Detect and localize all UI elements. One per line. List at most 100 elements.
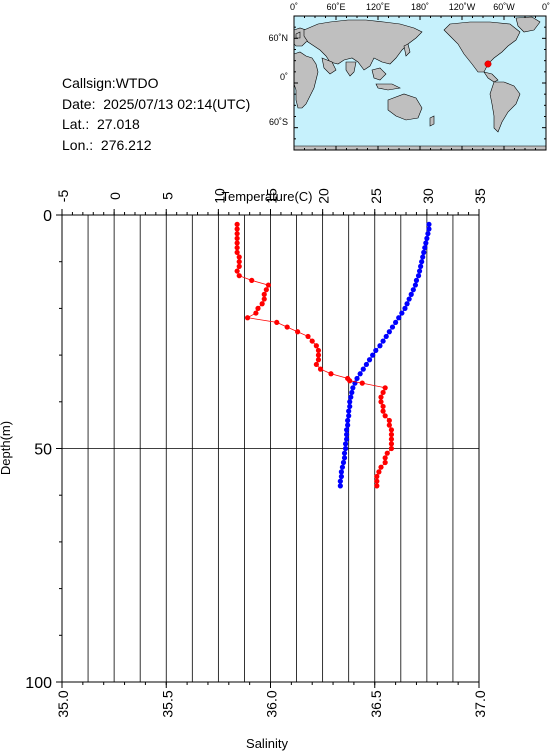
temperature-point xyxy=(415,273,422,279)
temperature-point xyxy=(341,450,348,456)
temperature-point xyxy=(393,319,399,326)
temperature-point xyxy=(402,305,408,311)
temperature-point xyxy=(346,408,352,414)
temperature-point xyxy=(339,464,346,470)
salinity-point xyxy=(315,347,322,354)
temperature-tick-label: 25 xyxy=(368,188,384,204)
land-central-america xyxy=(483,71,499,83)
temperature-point xyxy=(413,277,420,283)
salinity-point xyxy=(261,291,267,297)
salinity-point xyxy=(374,483,380,489)
temperature-point xyxy=(399,310,405,316)
salinity-point xyxy=(236,263,242,269)
temperature-tick-label: 20 xyxy=(316,188,332,204)
land-north-america xyxy=(443,21,521,73)
salinity-point xyxy=(380,389,386,396)
land-australia xyxy=(387,93,423,121)
temperature-point xyxy=(347,399,353,405)
salinity-point xyxy=(234,231,240,237)
temperature-point xyxy=(425,231,431,237)
salinity-tick-label: 36.0 xyxy=(264,690,280,717)
temperature-point xyxy=(373,347,379,354)
temperature-point xyxy=(424,235,430,241)
salinity-point xyxy=(259,301,265,307)
map-land xyxy=(293,16,547,151)
temperature-line xyxy=(339,224,430,486)
map-lon-label: 60˚E xyxy=(326,2,345,12)
depth-tick-label: 0 xyxy=(43,208,52,225)
salinity-point xyxy=(236,259,242,265)
salinity-point xyxy=(347,378,353,384)
temperature-point xyxy=(350,385,356,391)
salinity-point xyxy=(315,352,322,358)
salinity-point xyxy=(388,441,395,447)
series-layer xyxy=(234,221,432,489)
temperature-point xyxy=(380,338,386,344)
salinity-point xyxy=(382,459,388,466)
lat-text: Lat.: 27.018 xyxy=(62,116,140,132)
land-india xyxy=(345,61,357,77)
land-africa xyxy=(293,51,319,109)
world-map: 0˚ 60˚E 120˚E 180˚ 120˚W 60˚W 0˚ 60˚N 0˚ 60˚S xyxy=(268,2,550,151)
land-se-asia xyxy=(371,67,387,81)
temperature-point xyxy=(337,483,343,489)
depth-tick-label: 100 xyxy=(25,675,52,692)
salinity-point xyxy=(309,338,315,344)
temperature-point xyxy=(412,282,419,288)
date-text: Date: 2025/07/13 02:14(UTC) xyxy=(62,95,251,112)
temperature-tick-label: 10 xyxy=(211,188,227,204)
temperature-point xyxy=(344,431,350,438)
salinity-point xyxy=(253,310,259,316)
map-lon-label: 0˚ xyxy=(542,2,550,12)
salinity-point xyxy=(236,254,242,260)
map-lon-label: 180˚ xyxy=(411,2,429,12)
salinity-point xyxy=(378,399,384,405)
station-marker xyxy=(484,60,492,68)
salinity-point xyxy=(317,366,324,372)
temperature-point xyxy=(396,315,402,321)
temperature-point xyxy=(346,413,352,419)
temperature-point xyxy=(389,324,396,330)
salinity-point xyxy=(328,371,334,377)
salinity-point xyxy=(234,268,240,274)
salinity-point xyxy=(380,403,386,410)
temperature-point xyxy=(338,469,344,475)
salinity-tick-label: 37.0 xyxy=(472,690,488,717)
salinity-point xyxy=(234,221,240,227)
map-lon-label: 120˚W xyxy=(449,2,476,12)
land-asia xyxy=(303,19,423,71)
map-lon-label: 120˚E xyxy=(366,2,390,12)
salinity-point xyxy=(313,343,319,349)
map-lat-label: 60˚N xyxy=(268,33,288,43)
temperature-tick-label: 5 xyxy=(159,192,175,200)
temperature-point xyxy=(377,343,383,349)
temperature-point xyxy=(349,389,355,396)
land-japan xyxy=(403,43,411,57)
salinity-point xyxy=(388,427,395,433)
temperature-point xyxy=(416,268,423,274)
callsign-text: Callsign:WTDO xyxy=(62,75,159,91)
salinity-point xyxy=(388,436,395,442)
temperature-tick-label: 35 xyxy=(472,188,488,204)
temperature-point xyxy=(348,394,354,400)
map-lon-label: 0˚ xyxy=(290,2,298,12)
temperature-point xyxy=(366,357,373,363)
salinity-point xyxy=(305,333,311,340)
salinity-tick-label: 35.0 xyxy=(55,690,71,717)
temperature-point xyxy=(426,221,432,227)
salinity-point xyxy=(234,235,240,241)
depth-axis-title: Depth(m) xyxy=(0,421,13,475)
temperature-point xyxy=(418,263,424,269)
temperature-point xyxy=(341,455,348,461)
depth-axis: 0 50 100 xyxy=(25,208,62,692)
temperature-point xyxy=(404,301,410,307)
salinity-axis-title: Salinity xyxy=(246,736,288,751)
salinity-point xyxy=(295,329,301,335)
land-uk xyxy=(295,31,301,39)
temperature-point xyxy=(426,226,432,232)
temperature-point xyxy=(340,459,347,466)
temperature-point xyxy=(338,473,344,480)
temperature-point xyxy=(344,427,350,433)
temperature-point xyxy=(386,329,392,335)
